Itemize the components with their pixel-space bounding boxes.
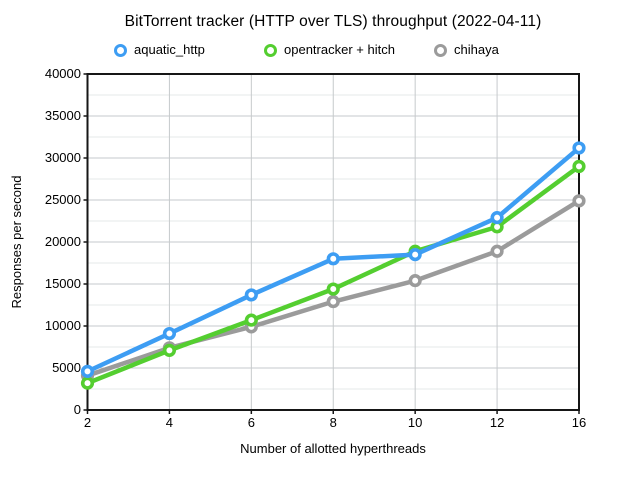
data-point xyxy=(244,313,258,327)
data-point xyxy=(162,326,177,341)
x-tick-label: 8 xyxy=(329,415,337,430)
legend-marker-icon xyxy=(434,43,447,57)
y-tick-label: 5000 xyxy=(52,360,81,375)
data-point xyxy=(80,376,95,390)
y-tick-label: 35000 xyxy=(44,108,81,123)
data-point xyxy=(572,141,586,155)
legend-item-opentracker-hitch: opentracker + hitch xyxy=(264,41,395,59)
legend: aquatic_http opentracker + hitch chihaya xyxy=(0,41,624,59)
data-point xyxy=(244,288,258,302)
x-tick-label: 6 xyxy=(247,415,255,430)
x-tick-label: 16 xyxy=(571,415,587,430)
data-point xyxy=(572,159,586,173)
y-tick-label: 40000 xyxy=(44,66,81,81)
legend-marker-icon xyxy=(264,43,277,57)
legend-label: chihaya xyxy=(454,42,499,57)
data-point xyxy=(326,252,340,266)
chart-title: BitTorrent tracker (HTTP over TLS) throu… xyxy=(124,13,542,30)
data-point xyxy=(162,343,177,357)
x-tick-label: 2 xyxy=(83,415,92,430)
x-axis-title: Number of allotted hyperthreads xyxy=(240,441,426,456)
data-point xyxy=(408,248,422,262)
legend-label: opentracker + hitch xyxy=(284,42,395,57)
data-point xyxy=(80,364,95,378)
data-point xyxy=(408,274,422,288)
y-tick-label: 25000 xyxy=(44,192,81,207)
legend-label: aquatic_http xyxy=(134,42,205,57)
x-tick-label: 4 xyxy=(165,415,174,430)
y-tick-label: 20000 xyxy=(44,234,81,249)
data-point xyxy=(326,295,340,309)
x-tick-label: 12 xyxy=(489,415,505,430)
legend-item-aquatic-http: aquatic_http xyxy=(114,41,205,59)
y-tick-label: 30000 xyxy=(44,150,81,165)
y-axis-title: Responses per second xyxy=(9,175,24,309)
data-point xyxy=(326,282,340,296)
legend-item-chihaya: chihaya xyxy=(434,41,499,59)
y-tick-label: 10000 xyxy=(44,318,81,333)
data-point xyxy=(490,211,504,225)
data-point xyxy=(490,244,504,258)
x-tick-label: 10 xyxy=(407,415,423,430)
data-point xyxy=(572,194,586,208)
legend-marker-icon xyxy=(114,43,127,57)
y-tick-label: 15000 xyxy=(44,276,81,291)
y-tick-label: 0 xyxy=(73,402,81,417)
